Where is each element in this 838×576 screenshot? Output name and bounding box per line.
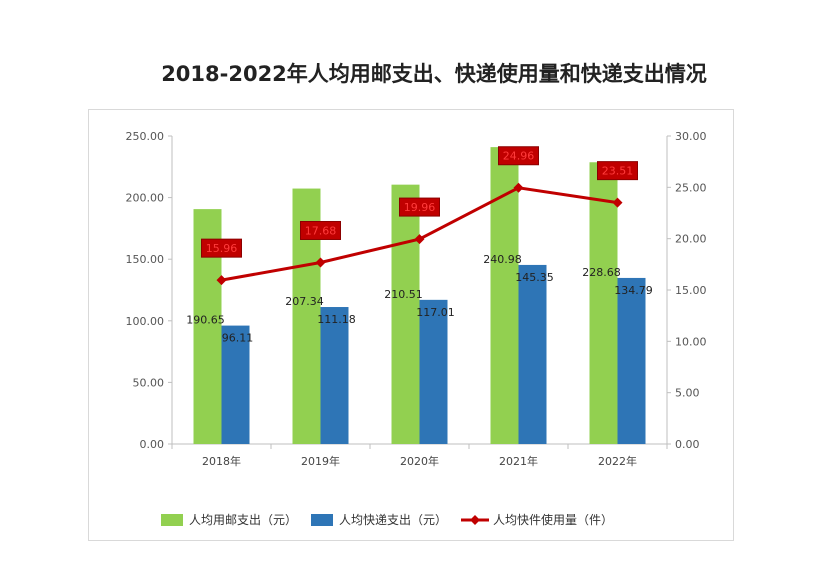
bar (617, 277, 646, 444)
line-label-box (399, 197, 440, 217)
legend-swatch (161, 514, 183, 526)
bar-data-label: 117.01 (416, 306, 455, 319)
bar (490, 147, 519, 444)
line-data-label: 17.68 (305, 224, 337, 237)
y-left-tick-label: 250.00 (126, 130, 165, 143)
x-tick-label: 2022年 (598, 454, 637, 468)
line-data-label: 24.96 (503, 150, 535, 163)
x-tick-label: 2018年 (202, 454, 241, 468)
bar-data-label: 96.11 (222, 332, 254, 345)
line-point (414, 234, 425, 245)
line-point (216, 275, 227, 286)
line-label-box (498, 146, 539, 166)
line-point (315, 257, 326, 268)
y-left-tick-label: 150.00 (126, 253, 165, 266)
bar (320, 307, 349, 444)
y-right-tick-label: 15.00 (675, 284, 707, 297)
bar-data-label: 111.18 (317, 313, 356, 326)
x-tick-label: 2020年 (400, 454, 439, 468)
x-tick-label: 2019年 (301, 454, 340, 468)
legend-swatch (311, 514, 333, 526)
legend-marker (470, 515, 480, 525)
line-label-box (597, 161, 638, 181)
y-right-tick-label: 20.00 (675, 233, 707, 246)
line-point (612, 197, 623, 208)
y-right-tick-label: 30.00 (675, 130, 707, 143)
legend-label: 人均快件使用量（件） (493, 512, 613, 527)
y-left-tick-label: 50.00 (133, 376, 165, 389)
y-left-tick-label: 0.00 (140, 438, 165, 451)
y-right-tick-label: 25.00 (675, 181, 707, 194)
line-data-label: 23.51 (602, 165, 634, 178)
bar (391, 184, 420, 444)
line-data-label: 15.96 (206, 242, 238, 255)
y-right-tick-label: 0.00 (675, 438, 700, 451)
y-left-tick-label: 100.00 (126, 315, 165, 328)
y-right-tick-label: 10.00 (675, 335, 707, 348)
bar-data-label: 210.51 (384, 288, 423, 301)
bar-data-label: 240.98 (483, 253, 522, 266)
x-tick-label: 2021年 (499, 454, 538, 468)
line-point (513, 182, 524, 193)
bar-data-label: 145.35 (515, 271, 554, 284)
bar (518, 264, 547, 444)
bar (589, 162, 618, 444)
legend-label: 人均快递支出（元） (339, 513, 447, 527)
bar-data-label: 190.65 (186, 314, 225, 327)
line-data-label: 19.96 (404, 201, 436, 214)
chart-frame: 0.00 50.00 100.00 150.00 200.00 250.00 0.00 5.0… (88, 109, 734, 541)
line-label-box (300, 220, 341, 240)
bar-data-label: 228.68 (582, 266, 621, 279)
y-right-tick-label: 5.00 (675, 387, 700, 400)
page-title: 2018-2022年人均用邮支出、快递使用量和快递支出情况 (161, 62, 707, 86)
bar-data-label: 207.34 (285, 295, 324, 308)
line-label-box (201, 238, 242, 258)
legend-label: 人均用邮支出（元） (189, 513, 297, 527)
bar-data-label: 134.79 (614, 284, 653, 297)
bar (221, 325, 250, 444)
bar (419, 299, 448, 444)
combo-chart: 0.00 50.00 100.00 150.00 200.00 250.00 0.00 5.0… (126, 130, 707, 527)
y-left-tick-label: 200.00 (126, 192, 165, 205)
